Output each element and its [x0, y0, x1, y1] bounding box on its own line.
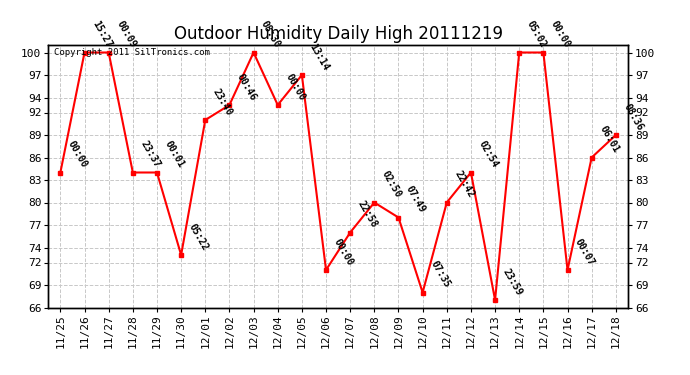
Text: 15:27: 15:27 — [90, 19, 113, 50]
Text: 00:00: 00:00 — [284, 72, 306, 102]
Text: 23:40: 23:40 — [211, 87, 234, 117]
Text: 00:01: 00:01 — [163, 139, 186, 170]
Text: 00:00: 00:00 — [332, 237, 355, 267]
Text: 00:00: 00:00 — [66, 139, 89, 170]
Title: Outdoor Humidity Daily High 20111219: Outdoor Humidity Daily High 20111219 — [174, 26, 502, 44]
Text: 02:50: 02:50 — [380, 169, 403, 200]
Text: Copyright 2011 SilTronics.com: Copyright 2011 SilTronics.com — [54, 48, 210, 57]
Text: 22:58: 22:58 — [356, 199, 379, 230]
Text: 23:37: 23:37 — [139, 139, 161, 170]
Text: 02:54: 02:54 — [477, 139, 500, 170]
Text: 07:35: 07:35 — [428, 259, 451, 290]
Text: 05:02: 05:02 — [525, 19, 548, 50]
Text: 00:46: 00:46 — [235, 72, 258, 102]
Text: 13:14: 13:14 — [308, 42, 331, 72]
Text: 00:09: 00:09 — [115, 19, 137, 50]
Text: 08:30: 08:30 — [259, 19, 282, 50]
Text: 05:22: 05:22 — [187, 222, 210, 252]
Text: 00:07: 00:07 — [573, 237, 596, 267]
Text: 08:36: 08:36 — [622, 102, 644, 132]
Text: 00:00: 00:00 — [549, 19, 572, 50]
Text: 07:49: 07:49 — [404, 184, 427, 215]
Text: 23:59: 23:59 — [501, 267, 524, 297]
Text: 06:01: 06:01 — [598, 124, 620, 155]
Text: 22:42: 22:42 — [453, 169, 475, 200]
